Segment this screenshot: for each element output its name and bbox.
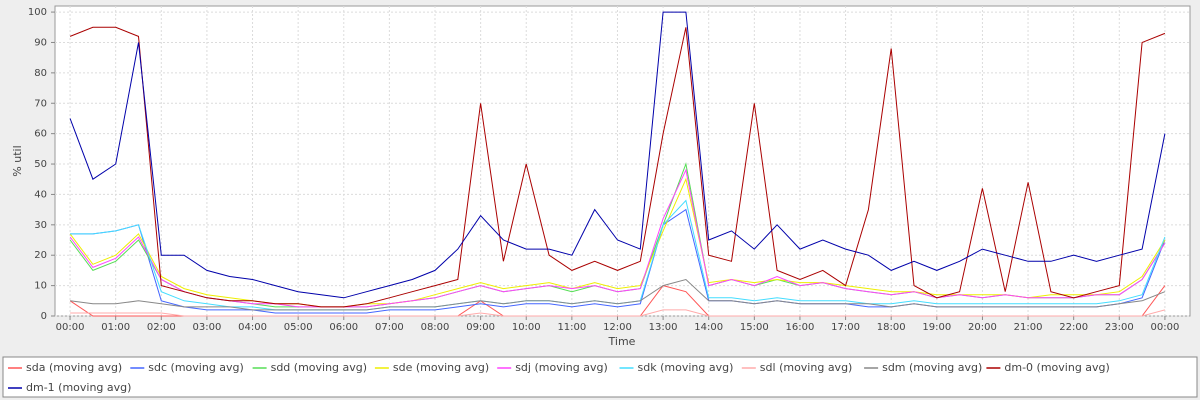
x-tick-label: 07:00: [375, 322, 404, 333]
y-tick-label: 0: [41, 311, 47, 322]
y-tick-label: 50: [34, 159, 47, 170]
plot-area: [54, 5, 1191, 317]
series-line: [70, 278, 1166, 311]
x-tick-label: 01:00: [101, 322, 130, 333]
x-tick-label: 10:00: [512, 322, 541, 333]
y-tick-label: 90: [34, 37, 47, 48]
legend-label: sdj (moving avg): [515, 361, 608, 374]
y-tick-label: 40: [34, 189, 47, 200]
x-tick-label: 00:00: [56, 322, 85, 333]
x-tick-label: 18:00: [877, 322, 906, 333]
x-tick-label: 22:00: [1059, 322, 1088, 333]
legend-label: sdm (moving avg): [882, 361, 982, 374]
x-tick-label: 20:00: [968, 322, 997, 333]
x-tick-label: 04:00: [238, 322, 267, 333]
x-tick-label: 09:00: [466, 322, 495, 333]
x-tick-label: 02:00: [147, 322, 176, 333]
legend-label: sda (moving avg): [26, 361, 122, 374]
x-axis-label: Time: [608, 335, 636, 348]
y-tick-label: 30: [34, 220, 47, 231]
legend-label: sdd (moving avg): [271, 361, 367, 374]
x-tick-label: 21:00: [1014, 322, 1043, 333]
legend-label: sdc (moving avg): [148, 361, 244, 374]
x-tick-label: 08:00: [421, 322, 450, 333]
series-line: [69, 11, 1166, 299]
legend-label: sde (moving avg): [393, 361, 489, 374]
x-tick-label: 19:00: [922, 322, 951, 333]
y-tick-label: 10: [34, 281, 47, 292]
y-tick-label: 60: [34, 129, 47, 140]
series-line: [69, 26, 1166, 308]
x-tick-label: 06:00: [329, 322, 358, 333]
x-tick-label: 05:00: [284, 322, 313, 333]
y-tick-label: 20: [34, 250, 47, 261]
x-tick-label: 00:00: [1150, 322, 1179, 333]
y-tick-label: 100: [28, 7, 47, 18]
series-line: [70, 309, 1166, 317]
x-tick-label: 14:00: [694, 322, 723, 333]
y-tick-label: 80: [34, 68, 47, 79]
legend-label: sdl (moving avg): [760, 361, 853, 374]
y-axis-label: % util: [11, 145, 24, 176]
legend-label: dm-1 (moving avg): [26, 381, 131, 394]
x-tick-label: 16:00: [786, 322, 815, 333]
x-tick-label: 03:00: [192, 322, 221, 333]
legend-box: [2, 356, 1198, 398]
legend-label: dm-0 (moving avg): [1004, 361, 1109, 374]
x-tick-label: 11:00: [557, 322, 586, 333]
series-line: [69, 168, 1166, 308]
x-tick-label: 23:00: [1105, 322, 1134, 333]
x-tick-label: 12:00: [603, 322, 632, 333]
x-tick-label: 13:00: [649, 322, 678, 333]
y-tick-label: 70: [34, 98, 47, 109]
x-tick-label: 15:00: [740, 322, 769, 333]
legend-label: sdk (moving avg): [638, 361, 734, 374]
x-tick-label: 17:00: [831, 322, 860, 333]
